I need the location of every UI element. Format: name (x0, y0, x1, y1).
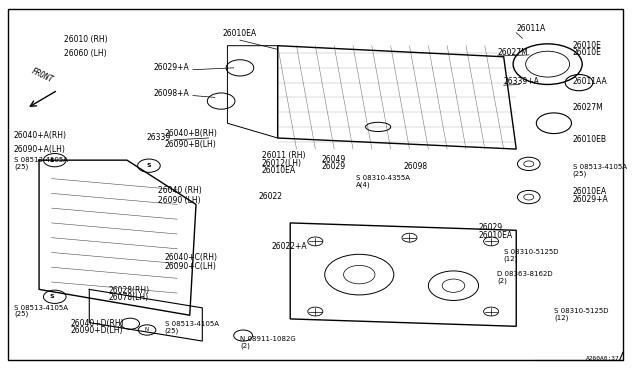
Text: 26339: 26339 (147, 133, 171, 142)
Text: 26060 (LH): 26060 (LH) (64, 49, 107, 58)
Text: 26029+A: 26029+A (154, 63, 189, 72)
Text: (2): (2) (497, 278, 508, 284)
Text: 26010EA: 26010EA (573, 187, 607, 196)
Text: 26028(RH): 26028(RH) (108, 286, 149, 295)
Text: A260A0:37: A260A0:37 (586, 356, 620, 361)
Text: 26011A: 26011A (516, 24, 545, 33)
Text: 26029: 26029 (479, 223, 502, 232)
Text: (25): (25) (573, 171, 587, 177)
Text: 26011 (RH): 26011 (RH) (262, 151, 305, 160)
Text: 26040+B(RH): 26040+B(RH) (164, 129, 218, 138)
Text: N: N (145, 327, 149, 333)
Text: S 08513-4105A: S 08513-4105A (573, 164, 627, 170)
Text: S 08513-4105A: S 08513-4105A (14, 157, 68, 163)
Text: 26010EA: 26010EA (479, 231, 513, 240)
Text: 26011AA: 26011AA (573, 77, 607, 86)
Text: 26010E: 26010E (573, 48, 602, 57)
Text: FRONT: FRONT (30, 67, 54, 84)
Text: (25): (25) (164, 328, 179, 334)
Text: D 08363-8162D: D 08363-8162D (497, 272, 553, 278)
Text: 26090+D(LH): 26090+D(LH) (70, 326, 123, 335)
Text: 26090+A(LH): 26090+A(LH) (14, 145, 66, 154)
Text: 26098+A: 26098+A (154, 89, 189, 97)
Text: 26090 (LH): 26090 (LH) (158, 196, 201, 205)
Text: 26010EA: 26010EA (223, 29, 257, 38)
Text: 26098: 26098 (403, 163, 428, 171)
Text: 26010E: 26010E (573, 41, 602, 49)
Text: (2): (2) (240, 342, 250, 349)
Text: (25): (25) (14, 163, 28, 170)
Text: A(4): A(4) (356, 182, 371, 188)
Text: 26022+A: 26022+A (271, 242, 307, 251)
Text: 26090+B(LH): 26090+B(LH) (164, 140, 216, 149)
Text: 26040+D(RH): 26040+D(RH) (70, 319, 124, 328)
Text: 26339+A: 26339+A (504, 77, 540, 86)
Text: 26012(LH): 26012(LH) (262, 159, 302, 168)
Text: 26040+A(RH): 26040+A(RH) (14, 131, 67, 140)
Text: (25): (25) (14, 311, 28, 317)
Text: S: S (49, 294, 54, 299)
Text: S 08513-4105A: S 08513-4105A (14, 305, 68, 311)
Text: 26040+C(RH): 26040+C(RH) (164, 253, 218, 262)
Text: 26022: 26022 (259, 192, 283, 201)
Text: 26029+A: 26029+A (573, 195, 609, 203)
Text: 26078(LH): 26078(LH) (108, 293, 148, 302)
Text: N 08911-1082G: N 08911-1082G (240, 336, 296, 342)
Text: S: S (49, 158, 54, 163)
Text: (12): (12) (554, 315, 568, 321)
Text: (12): (12) (504, 256, 518, 262)
Text: 26040 (RH): 26040 (RH) (158, 186, 202, 195)
Text: 26010 (RH): 26010 (RH) (64, 35, 108, 44)
Text: S 08513-4105A: S 08513-4105A (164, 321, 219, 327)
Text: 26049: 26049 (321, 155, 346, 164)
Text: 26027M: 26027M (497, 48, 528, 57)
Text: S 08310-5125D: S 08310-5125D (504, 249, 558, 255)
Text: 26010EA: 26010EA (262, 166, 296, 175)
Text: S 08310-4355A: S 08310-4355A (356, 176, 410, 182)
Text: 26029: 26029 (321, 163, 346, 171)
Text: S: S (147, 163, 151, 168)
Text: 26090+C(LH): 26090+C(LH) (164, 262, 216, 271)
Text: 26010EB: 26010EB (573, 135, 607, 144)
Text: S 08310-5125D: S 08310-5125D (554, 308, 609, 314)
Text: 26027M: 26027M (573, 103, 604, 112)
